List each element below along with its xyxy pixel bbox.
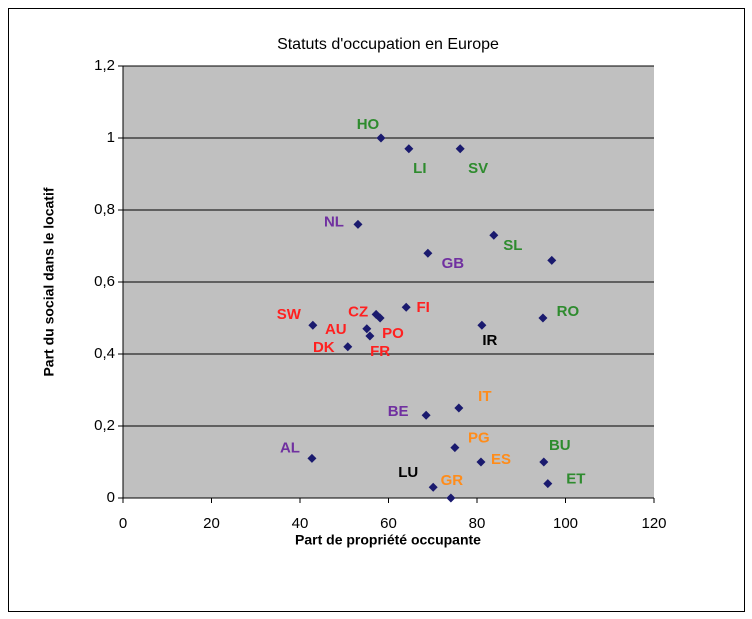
x-tick-label: 20 xyxy=(203,515,220,532)
point xyxy=(365,331,375,341)
point xyxy=(476,457,486,467)
y-tick-label: 0,2 xyxy=(94,417,115,434)
x-tick-label: 40 xyxy=(292,515,309,532)
point-label: SV xyxy=(468,160,488,177)
x-axis-label: Part de propriété occupante xyxy=(295,532,481,548)
y-axis-label: Part du social dans le locatif xyxy=(41,187,57,376)
x-tick-label: 60 xyxy=(380,515,397,532)
point-label: FR xyxy=(370,343,390,360)
point xyxy=(401,302,411,312)
point-label: IR xyxy=(482,332,497,349)
point-label: BU xyxy=(549,437,571,454)
point xyxy=(307,453,317,463)
point xyxy=(362,324,372,334)
point xyxy=(353,219,363,229)
point xyxy=(423,248,433,258)
x-tick-label: 100 xyxy=(553,515,578,532)
y-tick-label: 0 xyxy=(107,489,115,506)
point-label: FI xyxy=(417,299,430,316)
point-label: CZ xyxy=(348,303,368,320)
point-label: NL xyxy=(324,213,344,230)
point xyxy=(376,133,386,143)
point-label: SW xyxy=(277,306,302,323)
point-label: ET xyxy=(566,471,585,488)
point-label: AU xyxy=(325,321,347,338)
point xyxy=(421,410,431,420)
point xyxy=(538,313,548,323)
point-label: SL xyxy=(503,237,522,254)
y-tick-label: 0,6 xyxy=(94,273,115,290)
point xyxy=(375,313,385,323)
point xyxy=(428,482,438,492)
point-label: PG xyxy=(468,430,490,447)
point xyxy=(489,230,499,240)
point-label: PO xyxy=(382,325,404,342)
point xyxy=(547,255,557,265)
point-label: LI xyxy=(413,160,426,177)
point-label: ES xyxy=(491,451,511,468)
point xyxy=(450,443,460,453)
point xyxy=(404,144,414,154)
point-label: RO xyxy=(557,303,580,320)
point-label: LU xyxy=(398,464,418,481)
point xyxy=(455,144,465,154)
x-tick-label: 80 xyxy=(469,515,486,532)
point xyxy=(477,320,487,330)
point xyxy=(446,493,456,503)
y-tick-label: 0,4 xyxy=(94,345,115,362)
x-tick-label: 0 xyxy=(119,515,127,532)
point xyxy=(539,457,549,467)
point-label: GR xyxy=(441,472,464,489)
point-label: GB xyxy=(442,255,465,272)
point-label: AL xyxy=(280,439,300,456)
point-label: BE xyxy=(388,403,409,420)
y-tick-label: 1,2 xyxy=(94,57,115,74)
point xyxy=(343,342,353,352)
point-label: IT xyxy=(478,388,491,405)
point-label: DK xyxy=(313,339,335,356)
point xyxy=(308,320,318,330)
point xyxy=(543,479,553,489)
point-label: HO xyxy=(357,116,380,133)
y-tick-label: 0,8 xyxy=(94,201,115,218)
point xyxy=(454,403,464,413)
chart-title: Statuts d'occupation en Europe xyxy=(277,36,499,53)
x-tick-label: 120 xyxy=(641,515,666,532)
y-tick-label: 1 xyxy=(107,129,115,146)
